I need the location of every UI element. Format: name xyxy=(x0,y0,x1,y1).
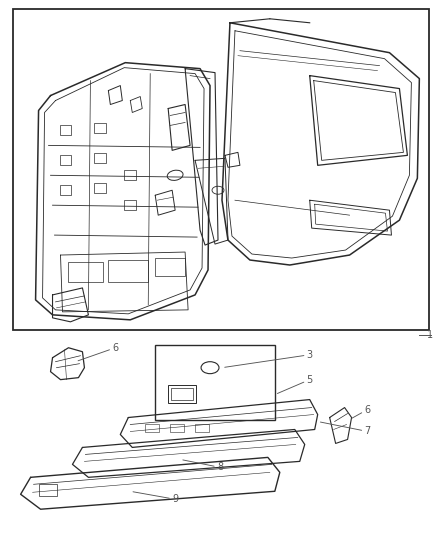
Bar xyxy=(124,200,136,210)
Bar xyxy=(170,424,184,432)
Text: 8: 8 xyxy=(183,460,223,472)
Bar xyxy=(60,155,71,165)
Text: 7: 7 xyxy=(321,422,371,437)
Bar xyxy=(60,185,71,195)
Bar xyxy=(168,385,196,402)
Bar xyxy=(95,154,106,163)
Bar xyxy=(108,260,148,282)
Text: 6: 6 xyxy=(352,405,371,418)
Bar xyxy=(155,345,275,419)
Text: 9: 9 xyxy=(133,492,178,504)
Bar xyxy=(124,171,136,180)
Text: 5: 5 xyxy=(277,375,313,393)
Bar xyxy=(195,424,209,432)
Bar xyxy=(95,183,106,193)
Bar xyxy=(39,484,57,496)
Bar xyxy=(155,258,185,276)
Bar xyxy=(13,9,429,330)
Text: 6: 6 xyxy=(78,343,118,361)
Text: 1: 1 xyxy=(427,330,434,340)
Bar xyxy=(60,125,71,135)
Bar xyxy=(95,124,106,133)
Bar xyxy=(171,387,193,400)
Text: 3: 3 xyxy=(225,350,313,367)
Bar xyxy=(68,262,103,282)
Bar xyxy=(145,424,159,432)
